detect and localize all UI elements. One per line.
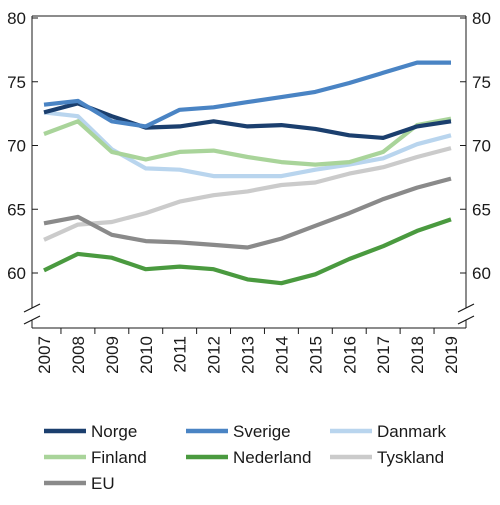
x-tick-label-2013: 2013 [239,336,258,374]
left-y-axis: 60 65 70 75 80 [7,9,38,283]
series-line-norge [43,101,452,140]
x-tick-label-2014: 2014 [272,336,291,374]
y-tick-label-left-75: 75 [7,73,26,92]
x-tick-label-2015: 2015 [306,336,325,374]
legend-item-norge: Norge [44,422,137,441]
y-tick-label-right-60: 60 [472,264,491,283]
x-tick-label-2009: 2009 [103,336,122,374]
y-tick-label-left-65: 65 [7,200,26,219]
series-line-nederland [43,217,452,286]
axis-break-right-2 [457,315,475,325]
series-line-eu [43,176,452,250]
x-tick-label-2017: 2017 [374,336,393,374]
legend-label-tyskland: Tyskland [377,448,444,467]
legend-label-finland: Finland [91,448,147,467]
y-tick-label-right-75: 75 [472,73,491,92]
x-tick-label-2018: 2018 [408,336,427,374]
x-tick-label-2012: 2012 [205,336,224,374]
axes [23,15,475,329]
x-axis: 2007 2008 2009 2010 2011 2012 2013 2014 2015 2016… [35,328,461,374]
legend-item-tyskland: Tyskland [330,448,444,467]
legend-label-danmark: Danmark [377,422,446,441]
legend-label-eu: EU [91,474,115,493]
x-tick-label-2016: 2016 [340,336,359,374]
legend-label-nederland: Nederland [233,448,311,467]
x-tick-label-2019: 2019 [442,336,461,374]
axis-break-right-1 [457,303,475,313]
x-tick-label-2010: 2010 [137,336,156,374]
y-tick-label-right-80: 80 [472,9,491,28]
legend-label-norge: Norge [91,422,137,441]
x-tick-label-2011: 2011 [171,336,190,373]
legend-item-nederland: Nederland [186,448,311,467]
legend-label-sverige: Sverige [233,422,291,441]
series-line-finland [43,116,452,167]
legend-item-danmark: Danmark [330,422,446,441]
series-layer [43,60,452,286]
legend-item-eu: EU [44,474,115,493]
y-tick-label-right-65: 65 [472,200,491,219]
legend-item-sverige: Sverige [186,422,291,441]
x-tick-label-2008: 2008 [69,336,88,374]
legend-item-finland: Finland [44,448,147,467]
x-tick-label-2007: 2007 [35,336,54,374]
right-y-axis: 60 65 70 75 80 [460,9,491,283]
axis-break-left-2 [23,315,41,325]
y-tick-label-left-80: 80 [7,9,26,28]
y-tick-label-right-70: 70 [472,137,491,156]
series-line-tyskland [43,146,452,242]
series-line-sverige [43,60,451,129]
axis-break-left-1 [23,303,41,313]
legend: Norge Sverige Danmark Finland Nederland Tyskl… [44,422,446,493]
y-tick-label-left-60: 60 [7,264,26,283]
y-tick-label-left-70: 70 [7,137,26,156]
